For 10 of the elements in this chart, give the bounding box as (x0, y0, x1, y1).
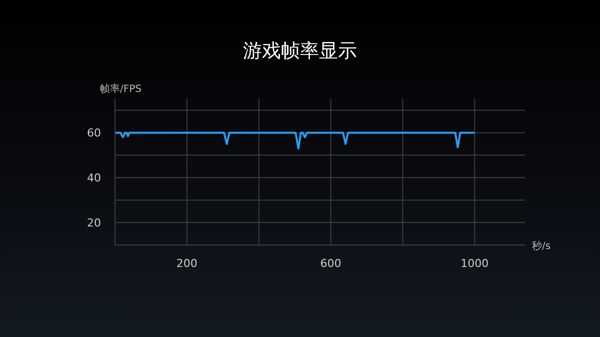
y-tick-label: 40 (87, 172, 101, 185)
y-tick-label: 20 (87, 216, 101, 230)
x-tick-label: 1000 (460, 256, 489, 270)
y-tick-label: 60 (87, 126, 101, 140)
chart-title: 游戏帧率显示 (242, 39, 358, 64)
x-axis-title: 秒/s (532, 240, 551, 253)
line-series (115, 132, 476, 150)
x-tick-label: 200 (176, 256, 198, 270)
x-tick-label: 600 (320, 256, 342, 270)
y-axis-title: 帧率/FPS (100, 82, 142, 96)
